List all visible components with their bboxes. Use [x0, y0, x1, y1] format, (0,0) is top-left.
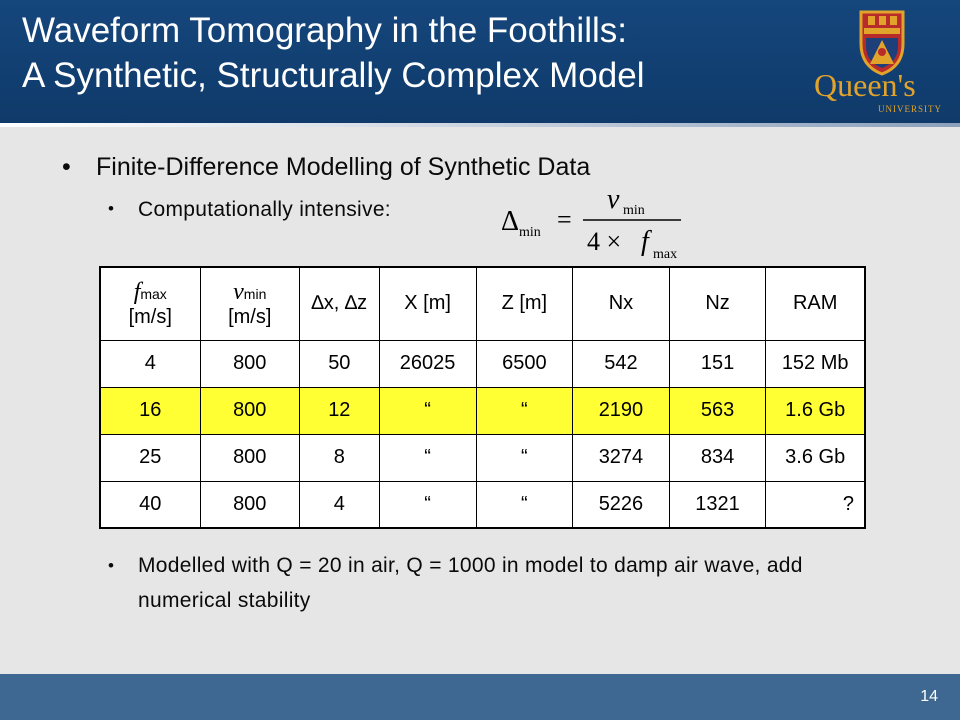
formula-lhs: Δ [501, 206, 519, 237]
title-divider [0, 123, 960, 127]
cell-dxdz: 50 [299, 339, 380, 388]
cell-ram: 1.6 Gb [765, 386, 866, 435]
header-nx: Nx [572, 266, 670, 341]
cell-fmax: 25 [99, 433, 201, 482]
cell-nz: 563 [668, 386, 767, 435]
title-bar: Waveform Tomography in the Foothills: A … [0, 0, 960, 123]
formula-numerator: v [607, 184, 620, 215]
bullet-level2-intensive: • Computationally intensive: [108, 198, 391, 222]
bullet-level2-q-values: • Modelled with Q = 20 in air, Q = 1000 i… [108, 548, 868, 618]
table-row-highlighted: 16 800 12 “ “ 2190 563 1.6 Gb [99, 386, 866, 435]
crest-icon [859, 10, 905, 76]
bullet-dot: • [108, 199, 115, 218]
cell-x: “ [378, 386, 477, 435]
cell-nz: 151 [668, 339, 767, 388]
slide-title: Waveform Tomography in the Foothills: A … [22, 8, 802, 98]
cell-nx: 542 [572, 339, 670, 388]
header-x: X [m] [378, 266, 477, 341]
cell-x: “ [378, 480, 477, 529]
formula-numerator-sub: min [623, 203, 645, 218]
cell-x: “ [378, 433, 477, 482]
cell-vmin: 800 [199, 386, 300, 435]
bullet-text: Modelled with Q = 20 in air, Q = 1000 in… [138, 554, 803, 612]
formula-lhs-sub: min [519, 225, 541, 240]
cell-dxdz: 8 [299, 433, 380, 482]
bullet-level1: • Finite-Difference Modelling of Syntheti… [62, 153, 590, 182]
cell-vmin: 800 [199, 339, 300, 388]
cell-nx: 2190 [572, 386, 670, 435]
header-fmax: fmax [m/s] [99, 266, 201, 341]
formula-denominator-sub: max [653, 247, 677, 262]
slide-title-line2: A Synthetic, Structurally Complex Model [22, 56, 645, 95]
header-nz: Nz [668, 266, 767, 341]
formula-denominator-var: f [641, 226, 652, 257]
cell-z: “ [475, 433, 574, 482]
cell-z: “ [475, 386, 574, 435]
formula-equals: = [557, 205, 572, 234]
header-vmin: vmin [m/s] [199, 266, 300, 341]
table-row: 25 800 8 “ “ 3274 834 3.6 Gb [99, 433, 866, 482]
table-header-row: fmax [m/s] vmin [m/s] ∆x, ∆z X [m] Z [m]… [99, 266, 866, 341]
cell-x: 26025 [378, 339, 477, 388]
cell-dxdz: 12 [299, 386, 380, 435]
footer-bar [0, 674, 960, 720]
page-number: 14 [920, 688, 938, 705]
bullet-dot: • [108, 556, 115, 575]
cell-ram: ? [765, 480, 866, 529]
bullet-text: Finite-Difference Modelling of Synthetic… [96, 153, 591, 181]
table-row: 4 800 50 26025 6500 542 151 152 Mb [99, 339, 866, 388]
cell-nz: 834 [668, 433, 767, 482]
cell-fmax: 4 [99, 339, 201, 388]
cell-dxdz: 4 [299, 480, 380, 529]
header-ram: RAM [765, 266, 866, 341]
model-parameters-table: fmax [m/s] vmin [m/s] ∆x, ∆z X [m] Z [m]… [99, 266, 866, 529]
cell-vmin: 800 [199, 433, 300, 482]
bullet-text: Computationally intensive: [138, 198, 391, 221]
bullet-dot: • [62, 153, 71, 181]
queens-university-logo: Queen's UNIVERSITY [814, 10, 942, 114]
logo-wordmark: Queen's [814, 67, 916, 103]
cell-z: “ [475, 480, 574, 529]
slide-title-line1: Waveform Tomography in the Foothills: [22, 11, 627, 50]
cell-nx: 3274 [572, 433, 670, 482]
formula-denominator: 4 × [587, 227, 621, 256]
cell-vmin: 800 [199, 480, 300, 529]
table-row: 40 800 4 “ “ 5226 1321 ? [99, 480, 866, 529]
grid-spacing-formula: Δ min = v min 4 × f max [501, 184, 681, 262]
cell-nz: 1321 [668, 480, 767, 529]
logo-subtext: UNIVERSITY [878, 104, 942, 114]
header-z: Z [m] [475, 266, 574, 341]
cell-fmax: 16 [99, 386, 201, 435]
header-dxdz: ∆x, ∆z [299, 266, 380, 341]
cell-ram: 3.6 Gb [765, 433, 866, 482]
cell-nx: 5226 [572, 480, 670, 529]
cell-ram: 152 Mb [765, 339, 866, 388]
cell-fmax: 40 [99, 480, 201, 529]
cell-z: 6500 [475, 339, 574, 388]
